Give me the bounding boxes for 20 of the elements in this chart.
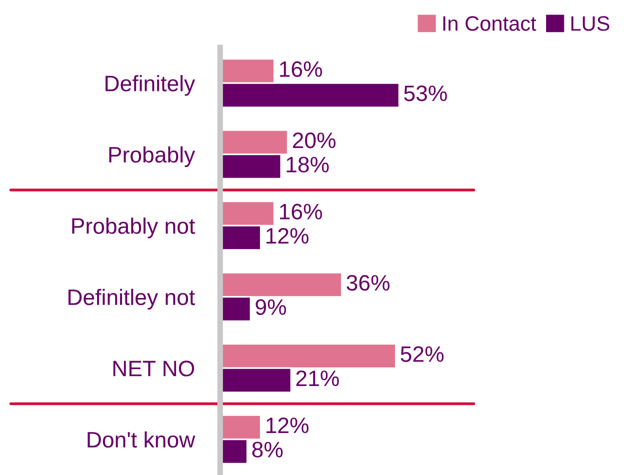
- data-label: 16%: [280, 61, 322, 77]
- legend-label: In Contact: [443, 16, 536, 31]
- data-label: 18%: [286, 156, 329, 172]
- data-label: 20%: [292, 132, 336, 148]
- data-label: 36%: [346, 274, 390, 291]
- data-label: 12%: [266, 417, 309, 434]
- y-tick-label: Definitely: [106, 75, 196, 96]
- data-label: 9%: [256, 299, 286, 315]
- data-label: 53%: [404, 85, 447, 102]
- data-label: 52%: [400, 346, 444, 362]
- data-label: 16%: [280, 204, 322, 220]
- y-tick-label: Definitley not: [68, 288, 195, 310]
- y-tick-label: Probably not: [72, 218, 195, 238]
- data-label: 8%: [252, 442, 283, 458]
- data-label: 21%: [296, 370, 339, 386]
- y-tick-label: Probably: [109, 146, 196, 168]
- y-tick-label: Don't know: [88, 431, 196, 448]
- legend-label: LUS: [571, 16, 610, 31]
- y-tick-label: NET NO: [113, 360, 194, 376]
- data-label: 12%: [266, 228, 309, 244]
